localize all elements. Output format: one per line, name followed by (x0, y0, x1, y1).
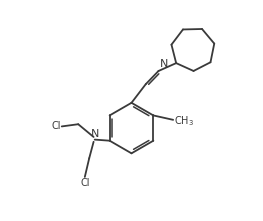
Text: Cl: Cl (51, 121, 61, 131)
Text: N: N (160, 59, 168, 69)
Text: Cl: Cl (80, 178, 90, 188)
Text: N: N (90, 128, 99, 139)
Text: CH$_3$: CH$_3$ (174, 114, 194, 128)
